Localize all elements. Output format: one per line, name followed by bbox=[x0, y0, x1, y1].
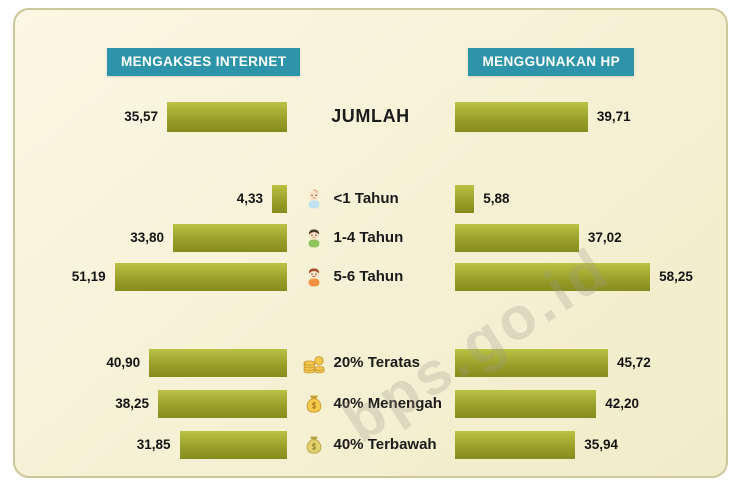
left-bar bbox=[271, 184, 287, 213]
right-bar bbox=[454, 262, 651, 291]
left-bar bbox=[149, 348, 287, 377]
right-value-label: 37,02 bbox=[587, 230, 622, 245]
left-bar bbox=[173, 223, 287, 252]
left-bar bbox=[167, 101, 287, 132]
right-value-label: 45,72 bbox=[617, 355, 651, 370]
right-bar bbox=[454, 348, 609, 377]
category-label: <1 Tahun bbox=[287, 188, 455, 210]
category-label: 5-6 Tahun bbox=[287, 266, 455, 288]
right-bar bbox=[454, 389, 597, 418]
category-label: 40% Terbawah bbox=[287, 434, 455, 456]
left-value-label: 40,90 bbox=[106, 355, 141, 370]
legend-hp-header: MENGGUNAKAN HP bbox=[468, 48, 635, 76]
infographic-card: MENGAKSES INTERNET MENGGUNAKAN HP 35,57 … bbox=[13, 8, 728, 478]
category-label: 20% Teratas bbox=[287, 352, 455, 374]
toddler-icon bbox=[301, 227, 327, 249]
right-bar bbox=[454, 184, 475, 213]
group-economy: 40,90 bbox=[15, 348, 726, 460]
chart-row: 51,19 5-6 Tahun 58,25 bbox=[15, 262, 726, 292]
left-value-label: 31,85 bbox=[136, 437, 171, 452]
left-value-label: 35,57 bbox=[124, 109, 159, 124]
chart-row-jumlah: 35,57 JUMLAH 39,71 bbox=[15, 101, 726, 132]
left-value-label: 4,33 bbox=[236, 191, 263, 206]
category-label: 1-4 Tahun bbox=[287, 227, 455, 249]
baby-icon bbox=[301, 188, 327, 210]
money-sack-icon bbox=[301, 434, 327, 456]
left-value-label: 33,80 bbox=[130, 230, 164, 245]
right-bar bbox=[454, 101, 588, 132]
right-bar bbox=[454, 430, 576, 459]
left-bar bbox=[114, 262, 287, 291]
left-value-label: 38,25 bbox=[115, 396, 150, 411]
right-value-label: 5,88 bbox=[483, 191, 510, 206]
chart-legend: MENGAKSES INTERNET MENGGUNAKAN HP bbox=[15, 48, 726, 76]
right-value-label: 39,71 bbox=[596, 109, 631, 124]
chart-row: 33,80 1-4 Tahun 37,02 bbox=[15, 223, 726, 253]
chart-row: 31,85 40% Terbawah 35,94 bbox=[15, 430, 726, 460]
boy-icon bbox=[301, 266, 327, 288]
legend-internet-header: MENGAKSES INTERNET bbox=[107, 48, 301, 76]
money-bag-icon bbox=[301, 393, 327, 415]
right-value-label: 35,94 bbox=[584, 437, 618, 452]
coins-icon bbox=[301, 352, 327, 374]
right-bar bbox=[454, 223, 579, 252]
left-value-label: 51,19 bbox=[71, 269, 106, 284]
left-bar bbox=[158, 389, 287, 418]
chart-row: 40,90 bbox=[15, 348, 726, 378]
left-bar bbox=[179, 430, 287, 459]
chart-row: 38,25 40% Menengah 42,20 bbox=[15, 389, 726, 419]
right-value-label: 58,25 bbox=[659, 269, 693, 284]
group-age: 4,33 <1 Tahun 5,88 bbox=[15, 184, 726, 292]
right-value-label: 42,20 bbox=[605, 396, 640, 411]
category-label: 40% Menengah bbox=[287, 393, 455, 415]
category-label-jumlah: JUMLAH bbox=[331, 106, 410, 126]
chart-row: 4,33 <1 Tahun 5,88 bbox=[15, 184, 726, 214]
group-total: 35,57 JUMLAH 39,71 bbox=[15, 101, 726, 132]
